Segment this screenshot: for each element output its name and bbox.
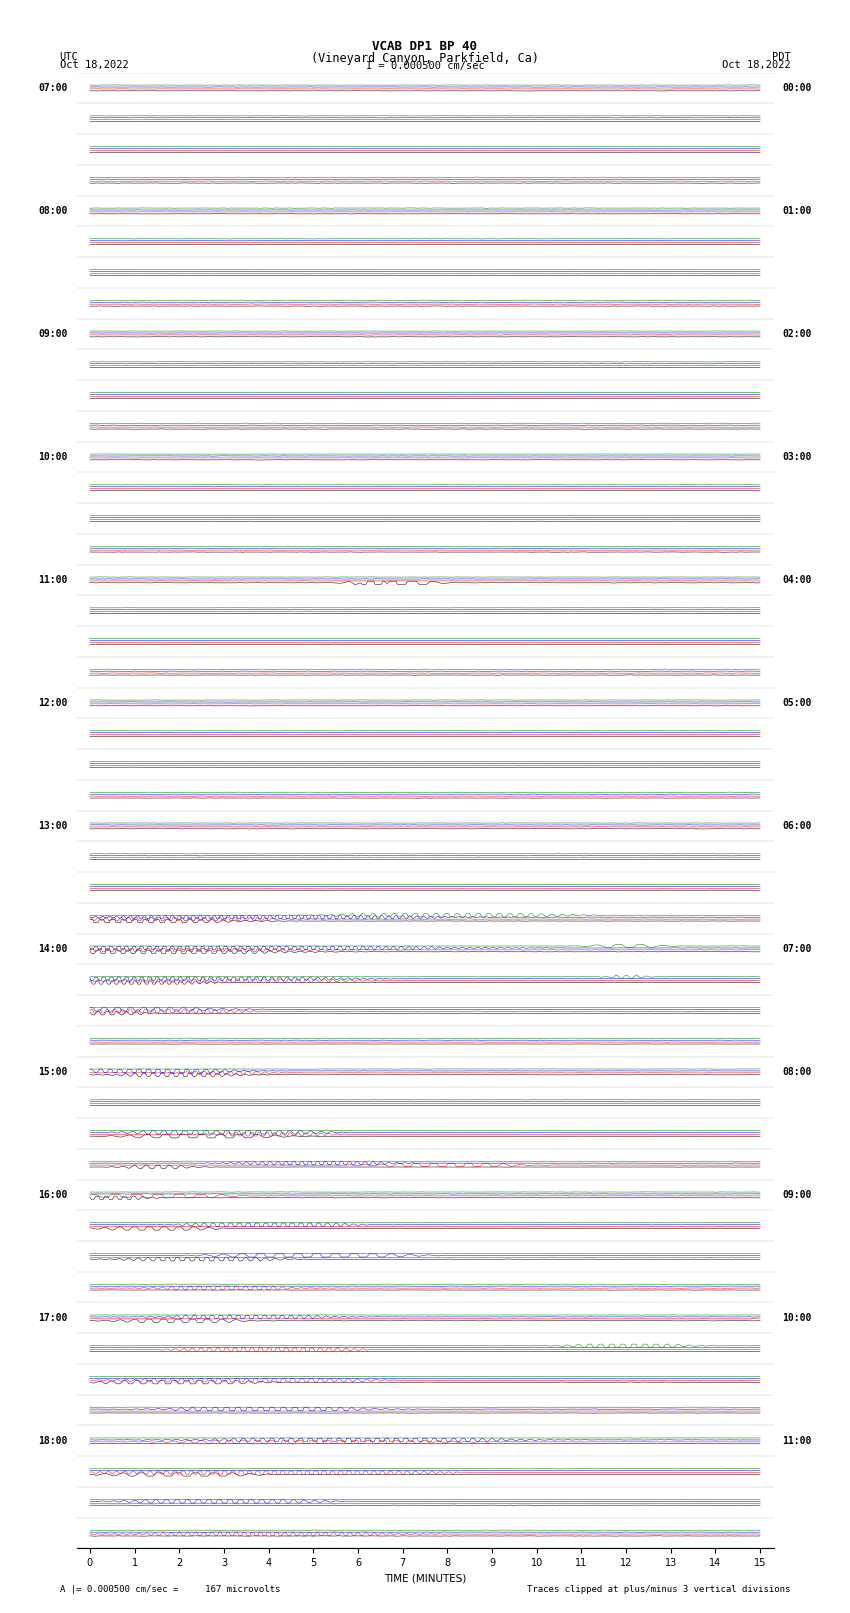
Text: 06:00: 06:00 bbox=[783, 821, 812, 831]
Text: Traces clipped at plus/minus 3 vertical divisions: Traces clipped at plus/minus 3 vertical … bbox=[527, 1584, 790, 1594]
Text: I = 0.000500 cm/sec: I = 0.000500 cm/sec bbox=[366, 61, 484, 71]
Text: A |= 0.000500 cm/sec =     167 microvolts: A |= 0.000500 cm/sec = 167 microvolts bbox=[60, 1584, 280, 1594]
Text: VCAB DP1 BP 40: VCAB DP1 BP 40 bbox=[372, 40, 478, 53]
Text: 13:00: 13:00 bbox=[38, 821, 67, 831]
Text: 07:00: 07:00 bbox=[38, 82, 67, 94]
Text: 08:00: 08:00 bbox=[38, 206, 67, 216]
Text: PDT: PDT bbox=[772, 52, 791, 61]
Text: 05:00: 05:00 bbox=[783, 698, 812, 708]
Text: 17:00: 17:00 bbox=[38, 1313, 67, 1323]
Text: 00:00: 00:00 bbox=[783, 82, 812, 94]
Text: 10:00: 10:00 bbox=[783, 1313, 812, 1323]
Text: 14:00: 14:00 bbox=[38, 944, 67, 953]
Text: 09:00: 09:00 bbox=[783, 1190, 812, 1200]
Text: 10:00: 10:00 bbox=[38, 452, 67, 461]
Text: (Vineyard Canyon, Parkfield, Ca): (Vineyard Canyon, Parkfield, Ca) bbox=[311, 52, 539, 65]
Text: 16:00: 16:00 bbox=[38, 1190, 67, 1200]
Text: 07:00: 07:00 bbox=[783, 944, 812, 953]
Text: 03:00: 03:00 bbox=[783, 452, 812, 461]
Text: 15:00: 15:00 bbox=[38, 1066, 67, 1077]
Text: 11:00: 11:00 bbox=[783, 1436, 812, 1445]
Text: UTC: UTC bbox=[60, 52, 78, 61]
Text: 01:00: 01:00 bbox=[783, 206, 812, 216]
Text: Oct 18,2022: Oct 18,2022 bbox=[60, 60, 128, 69]
Text: 04:00: 04:00 bbox=[783, 574, 812, 586]
Text: 18:00: 18:00 bbox=[38, 1436, 67, 1445]
Text: 08:00: 08:00 bbox=[783, 1066, 812, 1077]
Text: 09:00: 09:00 bbox=[38, 329, 67, 339]
X-axis label: TIME (MINUTES): TIME (MINUTES) bbox=[384, 1574, 466, 1584]
Text: 11:00: 11:00 bbox=[38, 574, 67, 586]
Text: Oct 18,2022: Oct 18,2022 bbox=[722, 60, 790, 69]
Text: 12:00: 12:00 bbox=[38, 698, 67, 708]
Text: 02:00: 02:00 bbox=[783, 329, 812, 339]
